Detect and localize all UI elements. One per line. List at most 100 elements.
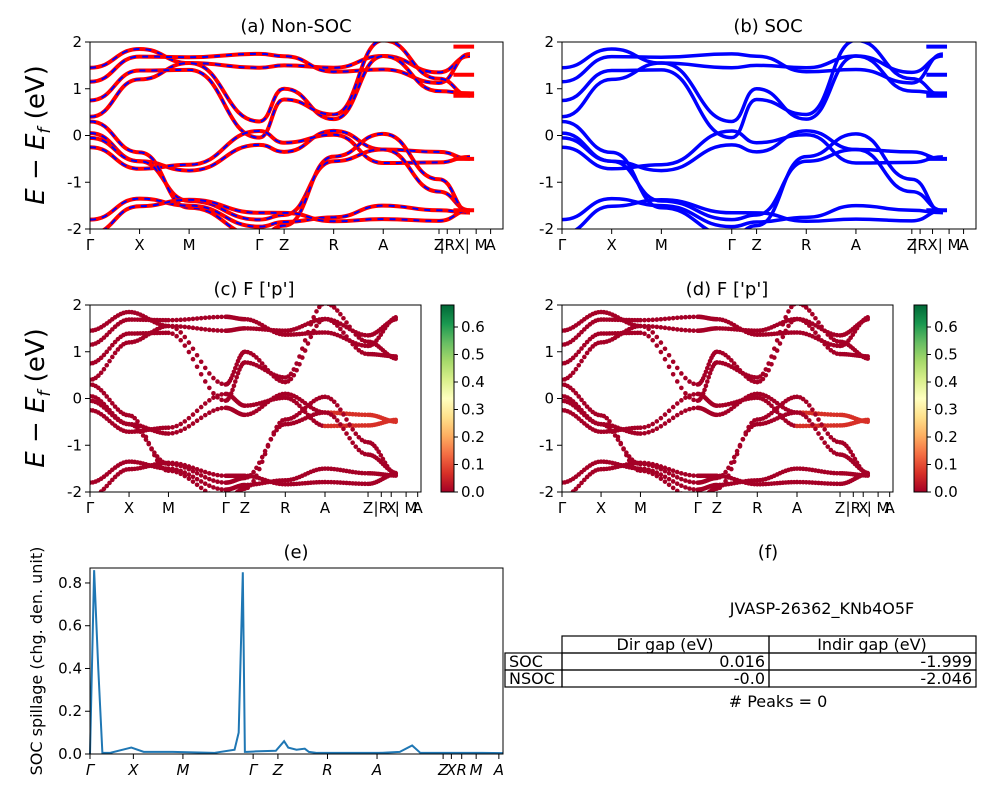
- scatter-point: [769, 354, 774, 359]
- colorbar-tick-label: 0.4: [461, 373, 485, 391]
- scatter-point: [344, 320, 349, 325]
- scatter-point: [813, 426, 818, 432]
- scatter-point: [658, 464, 664, 469]
- scatter-point: [314, 309, 319, 314]
- scatter-point: [819, 435, 824, 441]
- scatter-point: [674, 401, 680, 406]
- scatter-point: [170, 466, 175, 472]
- scatter-point: [666, 364, 672, 370]
- scatter-point: [202, 412, 208, 418]
- table-row-soc-label: SOC: [509, 652, 543, 671]
- scatter-point: [666, 326, 672, 331]
- scatter-point: [683, 375, 688, 381]
- scatter-point: [182, 426, 188, 432]
- xtick-label: | M: [938, 236, 961, 254]
- ytick-label: 0.4: [58, 659, 82, 677]
- scatter-point: [654, 473, 660, 479]
- plot-frame: [89, 304, 422, 493]
- scatter-point: [670, 315, 676, 321]
- scatter-point: [198, 315, 204, 321]
- scatter-point: [107, 480, 112, 486]
- scatter-point: [198, 485, 204, 491]
- ytick-label: 0: [544, 390, 554, 408]
- panel-f-title: (f): [758, 542, 778, 563]
- scatter-point: [194, 482, 200, 488]
- scatter-point: [308, 322, 314, 327]
- scatter-point: [186, 472, 192, 477]
- scatter-point: [570, 355, 576, 361]
- scatter-point: [194, 326, 200, 331]
- scatter-point: [789, 305, 794, 310]
- scatter-point: [350, 440, 355, 445]
- xtick-label: X: [127, 761, 139, 779]
- ytick-label: 0: [72, 390, 82, 408]
- scatter-point: [219, 487, 224, 492]
- scatter-point: [235, 370, 241, 376]
- scatter-point: [207, 398, 212, 403]
- scatter-point: [186, 476, 192, 482]
- xtick-label: X: [124, 499, 134, 517]
- scatter-point: [650, 324, 656, 329]
- ytick-label: 1: [72, 343, 82, 361]
- xtick-label: Γ: [255, 236, 264, 254]
- scatter-point: [198, 326, 204, 332]
- scatter-point: [300, 346, 305, 351]
- scatter-point: [865, 417, 871, 423]
- scatter-point: [579, 358, 584, 364]
- scatter-point: [215, 379, 220, 384]
- scatter-point: [621, 446, 626, 452]
- scatter-point: [101, 390, 107, 396]
- scatter-point: [98, 370, 104, 376]
- scatter-point: [341, 412, 346, 417]
- scatter-point: [674, 412, 680, 418]
- colorbar-tick-label: 0.1: [461, 456, 485, 474]
- scatter-point: [731, 454, 737, 460]
- gap-table: [504, 635, 977, 688]
- scatter-point: [850, 452, 856, 458]
- scatter-point: [174, 467, 179, 472]
- scatter-point: [646, 317, 651, 323]
- scatter-point: [780, 334, 786, 340]
- scatter-point: [576, 362, 582, 368]
- scatter-point: [573, 390, 579, 396]
- scatter-point: [650, 337, 656, 343]
- scatter-point: [231, 383, 237, 389]
- scatter-point: [285, 374, 291, 379]
- scatter-point: [825, 332, 831, 337]
- scatter-point: [658, 340, 664, 345]
- ytick-label: -1: [67, 436, 82, 454]
- scatter-point: [211, 327, 216, 333]
- scatter-point: [772, 346, 777, 351]
- scatter-point: [584, 404, 590, 409]
- bands-ylabel-middle: E − Ef (eV): [21, 328, 55, 468]
- scatter-point: [194, 364, 200, 370]
- ytick-label: 0: [544, 127, 554, 145]
- scatter-point: [662, 421, 668, 426]
- scatter-point: [674, 481, 680, 487]
- scatter-point: [658, 325, 664, 330]
- scatter-point: [338, 326, 343, 332]
- scatter-point: [654, 470, 660, 475]
- scatter-point: [803, 399, 809, 405]
- scatter-point: [190, 412, 196, 417]
- scatter-point: [825, 444, 831, 449]
- ytick-label: 2: [72, 296, 82, 314]
- scatter-point: [353, 444, 359, 449]
- scatter-point: [576, 349, 582, 355]
- scatter-point: [110, 342, 115, 348]
- scatter-point: [650, 421, 656, 427]
- scatter-point: [305, 341, 311, 346]
- scatter-point: [570, 387, 576, 393]
- scatter-point: [135, 419, 140, 424]
- xtick-label: Γ: [728, 236, 737, 254]
- scatter-point: [679, 483, 684, 489]
- xtick-label: R: [752, 499, 762, 517]
- scatter-point: [202, 475, 208, 480]
- scatter-point: [666, 352, 672, 358]
- ytick-label: 2: [544, 296, 554, 314]
- scatter-point: [186, 349, 192, 355]
- scatter-point: [211, 408, 216, 413]
- xtick-label: |R: [374, 499, 389, 517]
- ytick-label: -1: [539, 173, 554, 191]
- scatter-point: [271, 430, 277, 435]
